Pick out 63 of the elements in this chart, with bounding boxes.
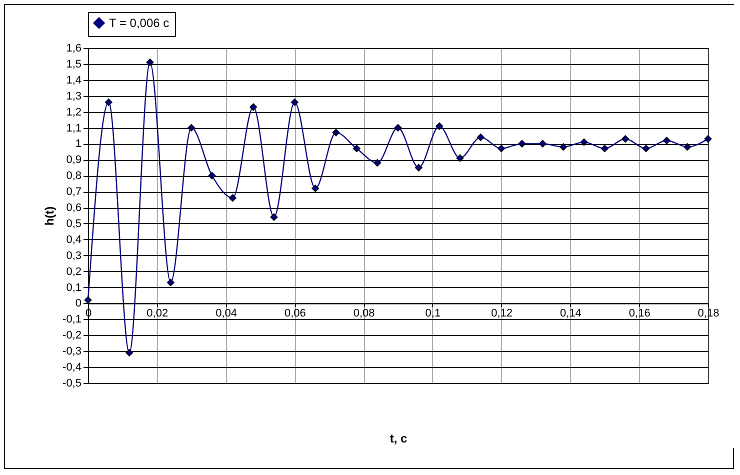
y-tick-label: -0,5	[62, 378, 82, 390]
point	[580, 138, 588, 146]
y-tick-label: 0,1	[66, 282, 82, 294]
y-tick-label: 0,2	[66, 266, 82, 278]
y-tick-label: -0,3	[62, 346, 82, 358]
y-tick-label: 1,6	[66, 42, 82, 54]
point	[250, 103, 258, 111]
point	[270, 213, 278, 221]
y-tick-label: 1,3	[66, 90, 82, 102]
point	[352, 144, 360, 152]
y-tick-label: 0	[75, 298, 82, 310]
point	[228, 194, 236, 202]
y-tick-label: 0,5	[66, 218, 82, 230]
point	[684, 143, 692, 151]
y-tick-label: -0,4	[62, 362, 82, 374]
point	[498, 144, 506, 152]
y-tick-label: 1,1	[66, 122, 82, 134]
point	[374, 159, 382, 167]
x-tick-label: 0,1	[425, 308, 441, 320]
point	[126, 348, 134, 356]
x-tick-label: 0,02	[146, 308, 168, 320]
y-tick-label: 1,2	[66, 106, 82, 118]
point	[208, 172, 216, 180]
y-tick-label: 1,4	[66, 74, 82, 86]
point	[456, 154, 464, 162]
point	[642, 144, 650, 152]
point	[436, 122, 444, 130]
x-tick-label: 0,08	[353, 308, 375, 320]
x-tick-label: 0,14	[560, 308, 582, 320]
point	[560, 143, 568, 151]
point	[662, 136, 670, 144]
x-tick-label: 0,12	[491, 308, 513, 320]
point	[290, 98, 298, 106]
y-axis-title: h(t)	[42, 206, 57, 226]
x-tick-label: 0,06	[284, 308, 306, 320]
y-tick-label: 1,5	[66, 58, 82, 70]
point	[622, 135, 630, 143]
legend-label: T = 0,006 c	[109, 16, 170, 30]
point	[312, 184, 320, 192]
point	[476, 134, 484, 142]
point	[414, 164, 422, 172]
point	[166, 278, 174, 286]
x-tick-label: 0,16	[628, 308, 650, 320]
x-axis-title: t, c	[390, 432, 408, 446]
point	[704, 135, 712, 143]
y-tick-label: -0,1	[62, 314, 82, 326]
y-tick-label: 0,8	[66, 170, 82, 182]
point	[518, 140, 526, 148]
point	[188, 124, 196, 132]
point	[394, 124, 402, 132]
y-tick-label: 0,4	[66, 234, 82, 246]
point	[146, 58, 154, 66]
x-tick-label: 0,04	[216, 308, 237, 320]
y-tick-label: 0,3	[66, 250, 82, 262]
y-tick-label: 1	[75, 138, 82, 150]
y-tick-label: 0,7	[66, 186, 82, 198]
point	[600, 144, 608, 152]
y-tick-label: -0,2	[62, 330, 82, 342]
y-tick-label: 0,6	[66, 202, 82, 214]
y-tick-label: 0,9	[66, 154, 82, 166]
point	[104, 98, 112, 106]
point	[538, 140, 546, 148]
point	[332, 128, 340, 136]
